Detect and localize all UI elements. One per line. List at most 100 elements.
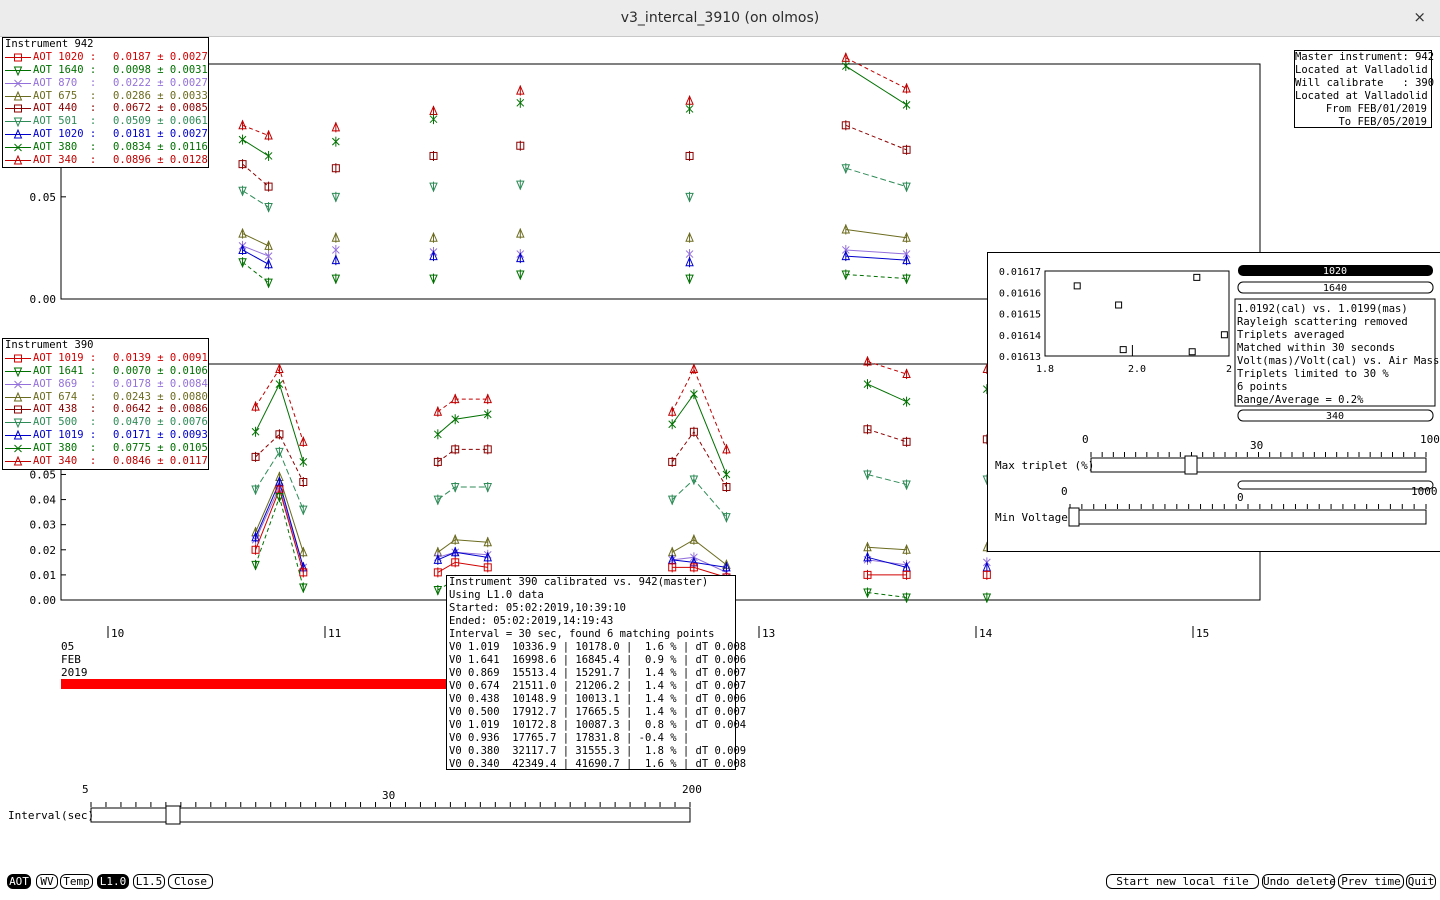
data-point [238,244,247,254]
series-line [242,190,269,208]
close-icon[interactable]: × [1413,8,1426,26]
wavelength-bar-340[interactable] [1237,409,1434,422]
legend-row: AOT 1641 : 0.0070 ± 0.0106 [3,365,208,378]
mode-button-l1-0[interactable]: L1.0 [97,874,129,889]
mode-button-wv[interactable]: WV [36,874,58,889]
data-point [238,186,247,197]
data-point [264,278,273,289]
title-bar: v3_intercal_3910 (on olmos) × [0,0,1440,37]
legend-title: Instrument 390 [5,339,94,351]
legend-marker [14,444,22,453]
wavelength-bar-1640[interactable] [1237,281,1434,294]
data-point [483,445,492,454]
legend-marker [13,90,23,101]
legend-marker [13,391,23,402]
legend-marker [13,154,23,165]
legend-instrument-390: Instrument 390 AOT 1019 : 0.0139 ± 0.0091… [2,338,209,470]
series-line [671,478,727,518]
start-new-local-file-button[interactable]: Start new local file [1106,874,1259,889]
mode-button-temp[interactable]: Temp [60,874,93,889]
data-point [299,546,308,557]
interval-slider-thumb[interactable] [165,805,181,825]
interval-slider-track[interactable] [90,807,691,823]
data-point [516,270,525,281]
data-point [982,593,992,604]
series-line [437,561,488,573]
legend-value: 0.0846 ± 0.0117 [113,455,208,468]
data-point [251,400,260,411]
data-point [863,355,872,366]
mode-button-l1-5[interactable]: L1.5 [133,874,165,889]
legend-label: AOT 438 : [33,403,97,416]
prev-time-button[interactable]: Prev time [1338,874,1404,889]
undo-delete-button[interactable]: Undo delete [1262,874,1336,889]
legend-value: 0.0896 ± 0.0128 [113,154,208,167]
data-point [685,151,694,160]
wavelength-bar-1020[interactable] [1238,265,1433,276]
data-point [264,252,273,260]
legend-row: AOT 1020 : 0.0181 ± 0.0027 [3,128,208,141]
data-point [331,231,341,242]
data-point [685,105,694,113]
data-point [238,135,247,144]
legend-label: AOT 1019 : [33,429,97,442]
max-triplet-ticks [1090,452,1427,457]
data-point [863,570,872,579]
mode-button-close[interactable]: Close [168,874,213,889]
legend-row: AOT 440 : 0.0672 ± 0.0085 [3,102,208,115]
data-point [685,250,694,258]
data-point [264,129,273,140]
summary-line: V0 0.438 10148.9 | 10013.1 | 1.4 % | dT … [449,693,747,705]
scatter-x-label: 1.8 [1036,364,1054,375]
data-point [902,250,911,258]
data-point [429,250,438,261]
max-triplet-thumb[interactable] [1184,455,1198,475]
summary-line: V0 1.641 16998.6 | 16845.4 | 0.9 % | dT … [449,654,747,666]
data-point [668,563,677,572]
legend-label: AOT 869 : [33,377,97,390]
max-triplet-track[interactable] [1090,457,1427,473]
data-point [841,62,850,70]
legend-label: AOT 1641 : [33,364,97,377]
legend-symbol [5,66,31,77]
data-point [429,182,438,193]
legend-marker [14,405,22,414]
data-point [331,192,341,203]
data-point [685,256,694,267]
data-point [433,457,442,466]
data-point [841,164,851,174]
legend-value: 0.0286 ± 0.0033 [113,89,208,102]
info-line: Located at Valladolid [1295,90,1428,102]
data-point [451,445,460,454]
date-year: 2019 [61,666,88,679]
min-voltage-thumb[interactable] [1068,507,1080,527]
series-line [242,249,269,265]
y-tick-label: 0.04 [30,494,57,507]
data-point [667,405,677,416]
legend-value: 0.0187 ± 0.0027 [113,50,208,63]
y-tick-label: 0.01 [30,569,57,582]
data-point [863,470,872,481]
legend-label: AOT 870 : [33,76,97,89]
summary-line: Using L1.0 data [449,589,544,601]
data-point [450,393,460,404]
quit-button[interactable]: Quit [1406,874,1436,889]
series-line [867,591,907,598]
data-point [685,231,694,242]
series-line [255,450,304,510]
data-point [863,425,872,434]
data-point [689,475,699,486]
data-point [667,495,677,506]
mode-button-aot[interactable]: AOT [7,874,31,889]
time-range-bar[interactable] [61,679,447,689]
cal-text-line: Rayleigh scattering removed [1237,316,1408,328]
legend-marker [13,129,23,139]
legend-value: 0.0509 ± 0.0061 [113,115,208,128]
series-line [867,546,907,551]
scatter-point [1220,331,1228,339]
series-line [867,361,907,375]
hidden-bar[interactable] [1237,480,1434,490]
data-point [863,551,872,562]
min-voltage-track[interactable] [1069,509,1427,525]
data-point [450,546,460,557]
